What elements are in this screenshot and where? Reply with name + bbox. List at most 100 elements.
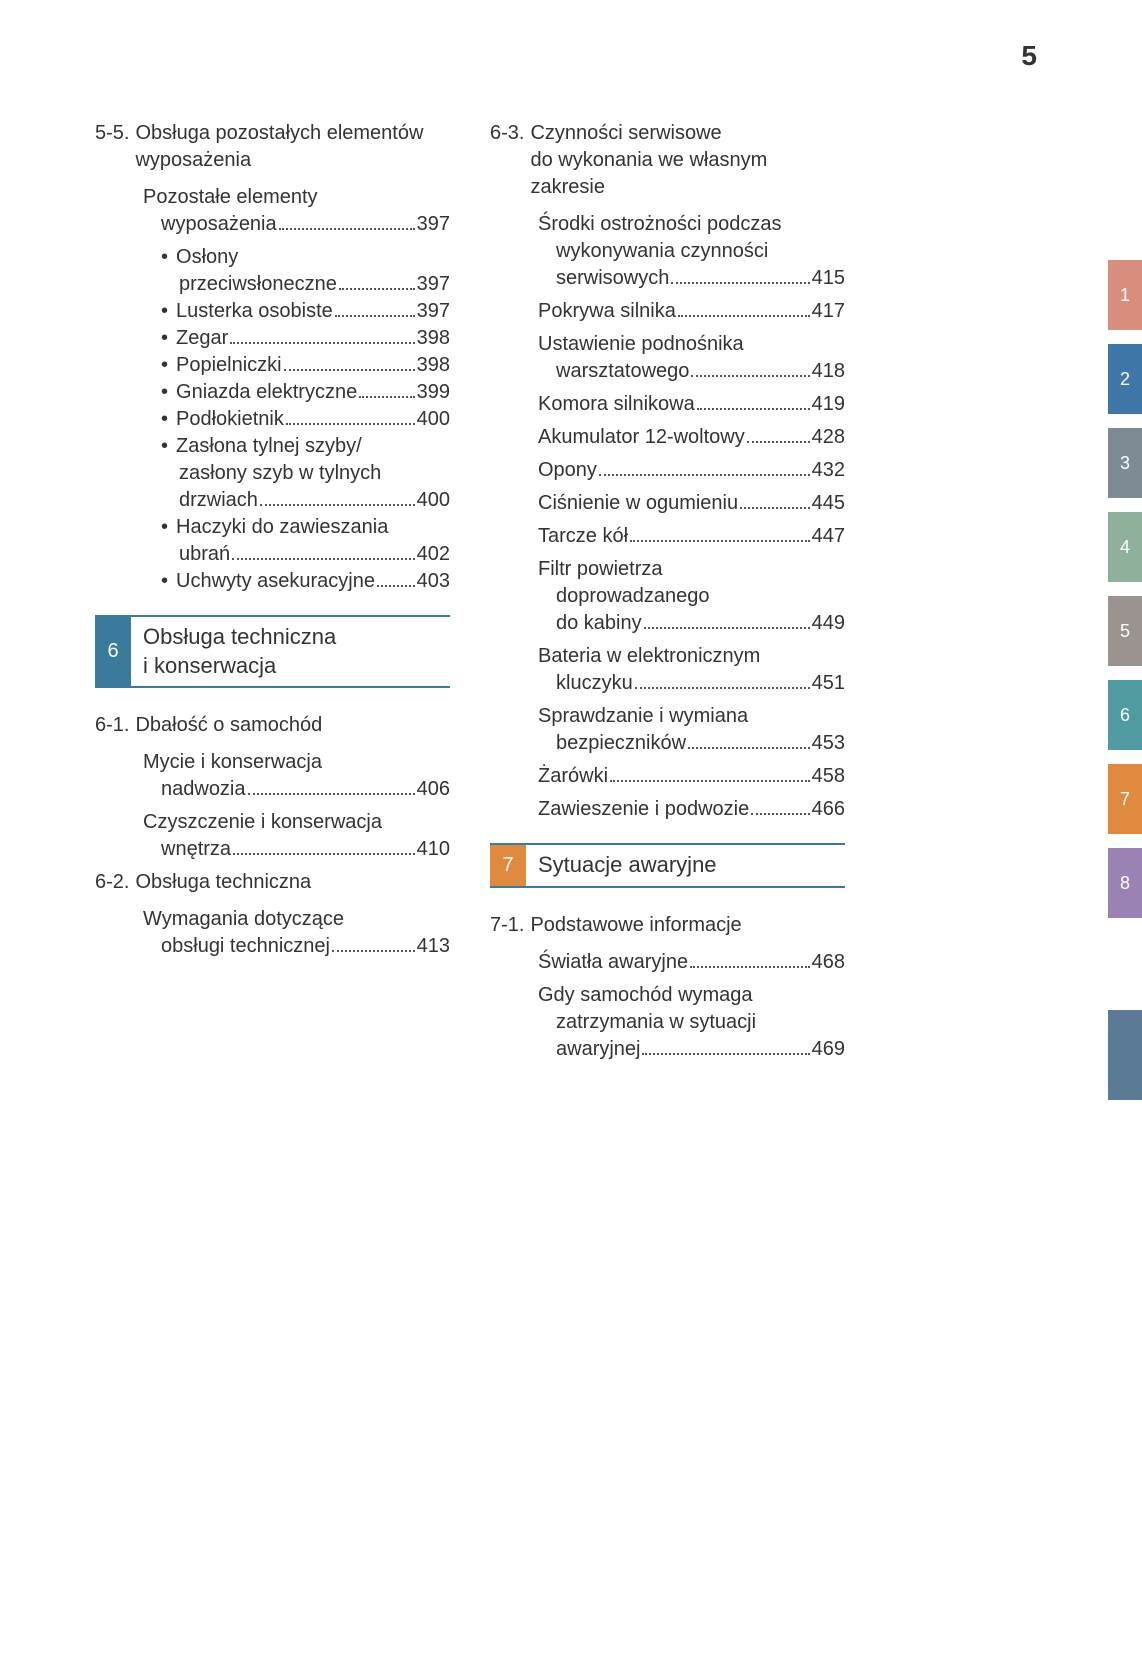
toc-entry[interactable]: Bateria w elektronicznymkluczyku451 bbox=[490, 643, 845, 697]
toc-entry[interactable]: Środki ostrożności podczaswykonywania cz… bbox=[490, 211, 845, 292]
toc-entry[interactable]: Światła awaryjne468 bbox=[490, 949, 845, 976]
toc-dots bbox=[230, 342, 414, 344]
toc-bullet-entry[interactable]: Uchwyty asekuracyjne 403 bbox=[95, 568, 450, 595]
toc-bullet-entry[interactable]: Podłokietnik400 bbox=[95, 406, 450, 433]
toc-entry[interactable]: Akumulator 12-woltowy428 bbox=[490, 424, 845, 451]
toc-bullet-entry[interactable]: Zasłona tylnej szyby/ bbox=[95, 433, 450, 460]
toc-page: 400 bbox=[417, 406, 450, 433]
toc-label: wyposażenia bbox=[143, 211, 277, 238]
toc-label: Gdy samochód wymaga bbox=[538, 982, 753, 1009]
side-tab-4[interactable]: 4 bbox=[1108, 512, 1142, 582]
toc-entry[interactable]: Sprawdzanie i wymianabezpieczników453 bbox=[490, 703, 845, 757]
toc-dots bbox=[359, 396, 414, 398]
toc-label: Tarcze kół bbox=[538, 523, 628, 550]
section-title: 6-2.Obsługa techniczna bbox=[95, 869, 450, 896]
side-tab-1[interactable]: 1 bbox=[1108, 260, 1142, 330]
toc-entry[interactable]: Mycie i konserwacjanadwozia406 bbox=[95, 749, 450, 803]
section-number: 6-1. bbox=[95, 712, 129, 739]
toc-dots bbox=[690, 966, 810, 968]
section-title: 6-1.Dbałość o samochód bbox=[95, 712, 450, 739]
toc-label: nadwozia bbox=[143, 776, 246, 803]
chapter-number-chip: 7 bbox=[490, 845, 526, 886]
toc-dots bbox=[644, 627, 810, 629]
toc-label: Żarówki bbox=[538, 763, 608, 790]
side-tab-6[interactable]: 6 bbox=[1108, 680, 1142, 750]
toc-page: 458 bbox=[812, 763, 845, 790]
toc-bullet-entry[interactable]: Lusterka osobiste 397 bbox=[95, 298, 450, 325]
toc-bullet-last-line: przeciwsłoneczne397 bbox=[95, 271, 450, 298]
toc-label: Akumulator 12-woltowy bbox=[538, 424, 745, 451]
toc-entry[interactable]: Czyszczenie i konserwacjawnętrza410 bbox=[95, 809, 450, 863]
toc-bullet-entry[interactable]: Haczyki do zawieszania bbox=[95, 514, 450, 541]
toc-bullet-entry[interactable]: Gniazda elektryczne399 bbox=[95, 379, 450, 406]
toc-page: 397 bbox=[417, 298, 450, 325]
toc-entry[interactable]: Opony432 bbox=[490, 457, 845, 484]
toc-label: Opony bbox=[538, 457, 597, 484]
toc-label: bezpieczników bbox=[538, 730, 686, 757]
toc-dots bbox=[260, 504, 415, 506]
toc-page: 403 bbox=[417, 568, 450, 595]
toc-entry[interactable]: Pozostałe elementywyposażenia 397 bbox=[95, 184, 450, 238]
toc-entry[interactable]: Filtr powietrzadoprowadzanegodo kabiny44… bbox=[490, 556, 845, 637]
toc-dots bbox=[232, 558, 414, 560]
side-tab-3[interactable]: 3 bbox=[1108, 428, 1142, 498]
toc-label: Wymagania dotyczące bbox=[143, 906, 344, 933]
toc-entry[interactable]: Pokrywa silnika417 bbox=[490, 298, 845, 325]
content-area: 5-5.Obsługa pozostałych elementów wyposa… bbox=[95, 120, 845, 1069]
side-tab-8[interactable]: 8 bbox=[1108, 848, 1142, 918]
toc-dots bbox=[747, 441, 810, 443]
toc-bullet-entry[interactable]: Popielniczki398 bbox=[95, 352, 450, 379]
toc-entry[interactable]: Gdy samochód wymagazatrzymania w sytuacj… bbox=[490, 982, 845, 1063]
toc-page: 410 bbox=[417, 836, 450, 863]
toc-dots bbox=[335, 315, 415, 317]
toc-entry[interactable]: Zawieszenie i podwozie466 bbox=[490, 796, 845, 823]
toc-entry[interactable]: Tarcze kół447 bbox=[490, 523, 845, 550]
toc-label: Pozostałe elementy bbox=[143, 184, 318, 211]
toc-entry[interactable]: Ciśnienie w ogumieniu 445 bbox=[490, 490, 845, 517]
chapter-number-chip: 6 bbox=[95, 617, 131, 686]
toc-bullet-entry[interactable]: Zegar398 bbox=[95, 325, 450, 352]
toc-label: warsztatowego bbox=[538, 358, 689, 385]
section-text: Obsługa techniczna bbox=[135, 869, 450, 896]
toc-bullet-last-line: ubrań402 bbox=[95, 541, 450, 568]
toc-page: 415 bbox=[812, 265, 845, 292]
toc-label: Środki ostrożności podczas bbox=[538, 211, 781, 238]
toc-dots bbox=[279, 228, 415, 230]
section-text: Czynności serwisowe do wykonania we włas… bbox=[530, 120, 845, 201]
side-tab-5[interactable]: 5 bbox=[1108, 596, 1142, 666]
toc-dots bbox=[339, 288, 415, 290]
left-column: 5-5.Obsługa pozostałych elementów wyposa… bbox=[95, 120, 450, 1069]
toc-dots bbox=[332, 950, 415, 952]
toc-dots bbox=[751, 813, 809, 815]
chapter-header: 6Obsługa techniczna i konserwacja bbox=[95, 615, 450, 688]
toc-page: 469 bbox=[812, 1036, 845, 1063]
toc-dots bbox=[630, 540, 810, 542]
toc-dots bbox=[678, 315, 810, 317]
side-tab-2[interactable]: 2 bbox=[1108, 344, 1142, 414]
chapter-title: Obsługa techniczna i konserwacja bbox=[131, 617, 450, 686]
toc-label: do kabiny bbox=[538, 610, 642, 637]
toc-label: Czyszczenie i konserwacja bbox=[143, 809, 382, 836]
toc-dots bbox=[286, 423, 415, 425]
toc-page: 413 bbox=[417, 933, 450, 960]
toc-dots bbox=[671, 282, 809, 284]
toc-label: Uchwyty asekuracyjne bbox=[176, 568, 375, 595]
toc-page: 445 bbox=[812, 490, 845, 517]
toc-entry[interactable]: Ustawienie podnośnikawarsztatowego418 bbox=[490, 331, 845, 385]
toc-page: 418 bbox=[812, 358, 845, 385]
toc-page: 399 bbox=[417, 379, 450, 406]
toc-label: obsługi technicznej bbox=[143, 933, 330, 960]
toc-page: 397 bbox=[417, 211, 450, 238]
toc-label: Lusterka osobiste bbox=[176, 298, 333, 325]
side-tabs: 1 2 3 4 5 6 7 8 bbox=[1108, 260, 1142, 932]
toc-page: 451 bbox=[812, 670, 845, 697]
toc-label: zatrzymania w sytuacji bbox=[538, 1009, 756, 1036]
toc-bullet-entry[interactable]: Osłony bbox=[95, 244, 450, 271]
toc-dots bbox=[233, 853, 415, 855]
toc-entry[interactable]: Wymagania dotycząceobsługi technicznej 41… bbox=[95, 906, 450, 960]
toc-entry[interactable]: Żarówki 458 bbox=[490, 763, 845, 790]
side-tab-extra bbox=[1108, 1010, 1142, 1100]
toc-entry[interactable]: Komora silnikowa419 bbox=[490, 391, 845, 418]
toc-label: Ciśnienie w ogumieniu bbox=[538, 490, 738, 517]
side-tab-7[interactable]: 7 bbox=[1108, 764, 1142, 834]
